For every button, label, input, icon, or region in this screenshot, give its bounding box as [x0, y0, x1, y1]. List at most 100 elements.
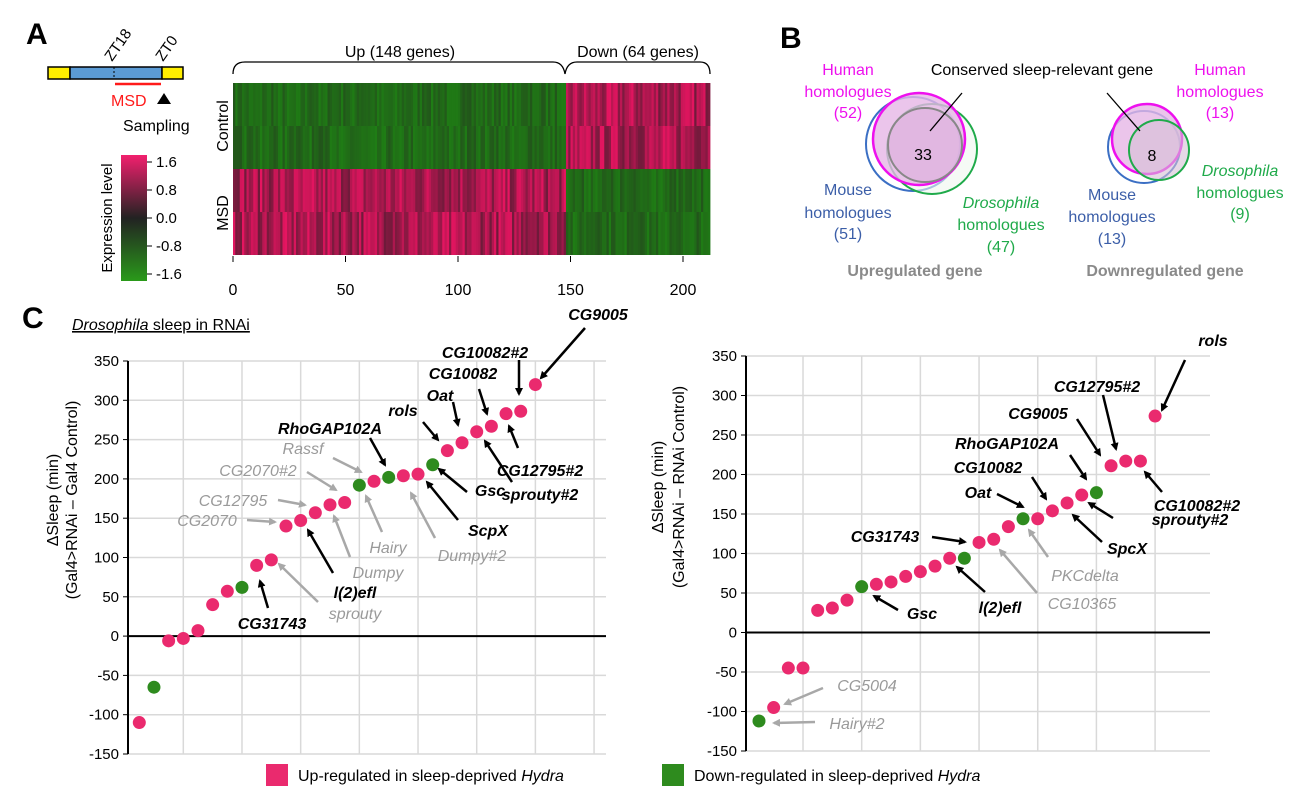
heatmap-cell [278, 169, 281, 212]
heatmap-cell [392, 169, 396, 212]
heatmap-cell [390, 126, 394, 169]
y-tick-label: -100 [707, 704, 737, 721]
annotation-arrow [277, 498, 307, 508]
heatmap-cell [543, 212, 547, 255]
heatmap-cell [431, 169, 434, 212]
heatmap-cell [489, 212, 493, 255]
heatmap-cell [469, 83, 472, 126]
heatmap-cell [422, 169, 425, 212]
heatmap-cell [289, 212, 292, 255]
heatmap-cell [336, 126, 340, 169]
heatmap-cell [518, 126, 522, 169]
heatmap-cell [343, 169, 346, 212]
y-tick-label: 300 [94, 392, 119, 409]
heatmap-cell [264, 169, 268, 212]
heatmap-cell [446, 169, 450, 212]
heatmap-cell [289, 169, 292, 212]
data-point-up [987, 532, 1001, 546]
heatmap-cell [305, 83, 308, 126]
heatmap-cell [536, 83, 540, 126]
heatmap-cell [559, 212, 562, 255]
heatmap-cell [406, 126, 409, 169]
heatmap-cell [662, 212, 666, 255]
venn-up-human-1: Human [822, 62, 874, 79]
heatmap-cell [298, 212, 301, 255]
heatmap-cell [543, 126, 547, 169]
heatmap-cell [683, 212, 686, 255]
heatmap-cell [671, 83, 675, 126]
heatmap-cell [451, 83, 454, 126]
heatmap-cell [606, 212, 610, 255]
heatmap-cell [451, 212, 454, 255]
panel-c-title: Drosophila sleep in RNAi [72, 317, 250, 334]
heatmap-cell [293, 126, 297, 169]
heatmap-cell [383, 169, 387, 212]
heatmap-cell [649, 169, 652, 212]
data-point-up [455, 436, 469, 450]
heatmap-cell [235, 212, 238, 255]
heatmap-cell [635, 169, 639, 212]
heatmap-cell [415, 212, 418, 255]
heatmap-cell [692, 169, 695, 212]
heatmap-cell [626, 169, 630, 212]
y-axis-label: (Gal4>RNAi – Gal4 Control) [64, 401, 81, 600]
heatmap-cell [325, 83, 328, 126]
annotation-arrow [1030, 476, 1048, 501]
heatmap-cell [282, 83, 286, 126]
heatmap-cell [496, 126, 499, 169]
heatmap-cell [311, 212, 315, 255]
heatmap-cell [707, 83, 711, 126]
heatmap-cell [449, 83, 452, 126]
heatmap-cell [487, 126, 490, 169]
heatmap-cell [491, 126, 495, 169]
venn-down-dros-3: (9) [1230, 206, 1250, 223]
heatmap-cell [642, 169, 646, 212]
heatmap-cell [692, 126, 695, 169]
heatmap-cell [660, 212, 664, 255]
heatmap-cell [539, 212, 542, 255]
venn-down-mouse-3: (13) [1098, 231, 1126, 248]
heatmap-cell [615, 212, 619, 255]
heatmap-cell [498, 126, 502, 169]
heatmap-cell [617, 126, 621, 169]
heatmap-cell [253, 212, 256, 255]
annotation-arrow [332, 456, 363, 474]
heatmap-cell [404, 169, 407, 212]
heatmap-cell [264, 83, 268, 126]
heatmap-cell [379, 169, 382, 212]
heatmap-cell [611, 212, 614, 255]
heatmap-cell [629, 126, 632, 169]
heatmap-cell [534, 83, 538, 126]
heatmap-cell [674, 126, 677, 169]
data-point-up [294, 514, 308, 528]
heatmap-cell [442, 169, 445, 212]
heatmap-cell [302, 212, 306, 255]
heatmap-cell [235, 169, 238, 212]
heatmap-cell [282, 212, 286, 255]
annotation-label: ScpX [468, 523, 509, 540]
heatmap-cell [514, 212, 517, 255]
heatmap-cell [260, 126, 263, 169]
heatmap-cell [471, 126, 475, 169]
heatmap-cell [271, 212, 274, 255]
heatmap-cell [559, 83, 562, 126]
heatmap-cell [496, 83, 499, 126]
heatmap-cell [638, 212, 641, 255]
heatmap-cell [597, 126, 601, 169]
heatmap-cell [649, 212, 652, 255]
heatmap-cell [536, 169, 540, 212]
heatmap-cell [433, 126, 436, 169]
heatmap-cell [653, 126, 657, 169]
heatmap-cell [428, 169, 432, 212]
heatmap-cell [302, 169, 306, 212]
heatmap-cell [352, 212, 355, 255]
heatmap-cell [665, 212, 668, 255]
heatmap-cell [548, 169, 551, 212]
heatmap-cell [550, 212, 553, 255]
heatmap-cell [597, 169, 601, 212]
heatmap-cell [602, 169, 605, 212]
heatmap-cell [613, 212, 616, 255]
heatmap-cell [257, 212, 261, 255]
heatmap-cell [579, 212, 583, 255]
heatmap-cell [417, 126, 421, 169]
